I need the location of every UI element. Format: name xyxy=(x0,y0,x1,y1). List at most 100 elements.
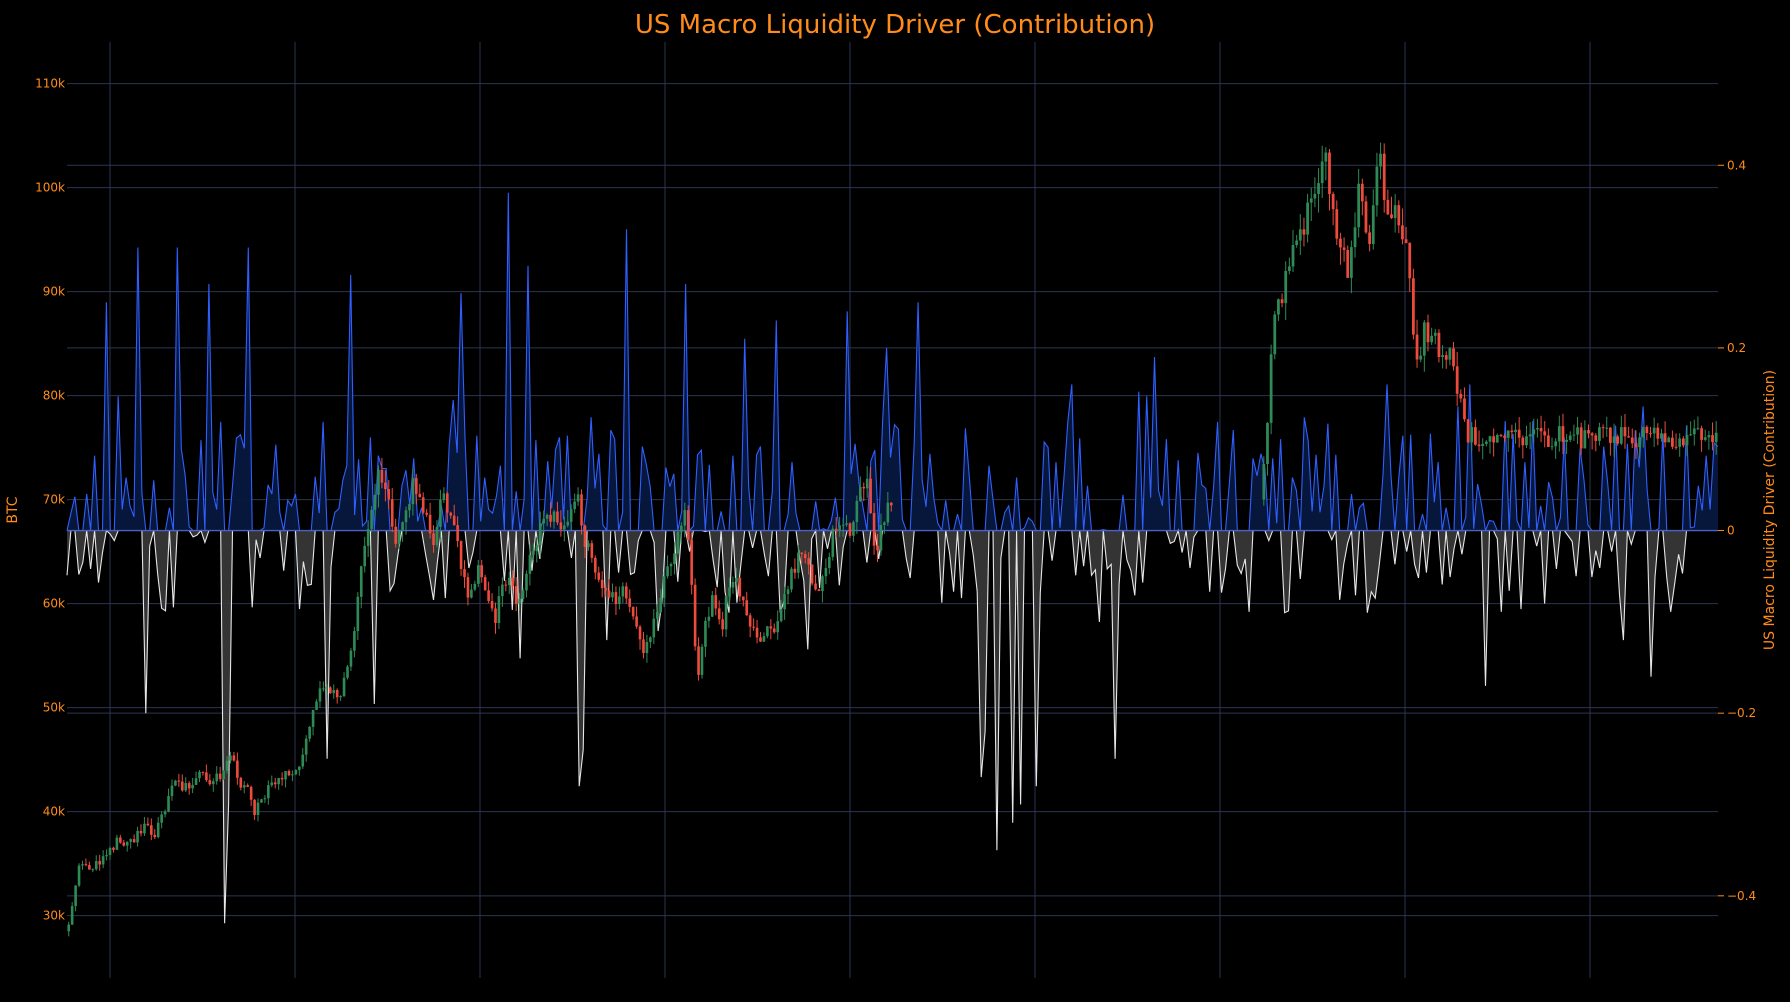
candle-down xyxy=(1681,438,1685,446)
candle-up xyxy=(1379,153,1382,167)
right-axis-title: US Macro Liquidity Driver (Contribution) xyxy=(1762,370,1778,650)
candle-down xyxy=(1408,242,1412,279)
candle-down xyxy=(273,782,277,785)
candle-down xyxy=(1649,433,1652,435)
candle-down xyxy=(232,755,236,761)
candle-up xyxy=(1689,434,1693,436)
candle-down xyxy=(583,525,587,547)
candle-down xyxy=(1474,427,1477,445)
candle-up xyxy=(77,865,81,886)
candle-down xyxy=(390,499,394,527)
candle-up xyxy=(1514,429,1517,433)
candle-up xyxy=(1576,427,1579,435)
left-tick-label: 90k xyxy=(43,285,65,299)
candle-down xyxy=(380,469,384,483)
candle-down xyxy=(549,514,552,522)
candle-up xyxy=(304,738,308,755)
candle-up xyxy=(377,469,380,495)
candle-up xyxy=(373,494,377,510)
candle-down xyxy=(490,600,494,609)
candle-down xyxy=(745,600,749,616)
candle-up xyxy=(401,522,404,531)
negative-area-line xyxy=(66,528,1718,924)
candle-down xyxy=(869,478,872,514)
candle-down xyxy=(1510,430,1514,433)
candle-up xyxy=(779,609,783,622)
candle-down xyxy=(449,512,453,516)
candle-up xyxy=(211,781,215,785)
candle-down xyxy=(686,510,690,541)
candle-down xyxy=(1452,348,1455,367)
candle-down xyxy=(150,825,153,835)
candle-up xyxy=(194,778,198,785)
candle-up xyxy=(1583,430,1587,449)
candle-up xyxy=(776,621,780,633)
candle-up xyxy=(497,596,501,623)
candle-down xyxy=(834,528,838,531)
candle-up xyxy=(532,551,535,555)
candle-down xyxy=(384,482,387,490)
candle-down xyxy=(208,780,212,785)
candle-up xyxy=(1470,427,1474,443)
candle-down xyxy=(236,760,239,778)
candle-up xyxy=(824,568,828,577)
candle-down xyxy=(1546,435,1550,447)
candle-down xyxy=(459,541,463,569)
candle-up xyxy=(1488,436,1492,442)
candle-up xyxy=(284,771,287,780)
candle-up xyxy=(1638,437,1641,448)
candle-up xyxy=(442,493,446,500)
candle-up xyxy=(435,526,439,546)
candle-down xyxy=(748,615,752,627)
candle-down xyxy=(246,785,249,787)
candle-down xyxy=(84,864,88,866)
candle-down xyxy=(876,545,879,551)
candle-down xyxy=(755,627,759,638)
left-tick-label: 80k xyxy=(43,389,65,403)
candle-up xyxy=(841,524,845,526)
candle-up xyxy=(291,774,294,776)
candle-up xyxy=(680,525,683,532)
candle-down xyxy=(814,583,817,590)
candle-down xyxy=(1594,435,1598,441)
candle-down xyxy=(1543,431,1547,436)
candle-up xyxy=(731,581,735,588)
candle-up xyxy=(397,530,401,544)
candle-down xyxy=(1608,427,1612,443)
candle-up xyxy=(322,688,325,690)
left-tick-label: 30k xyxy=(43,909,65,923)
candle-up xyxy=(1685,435,1689,446)
candle-up xyxy=(408,504,411,511)
candle-down xyxy=(1339,238,1342,248)
candle-down xyxy=(1360,183,1364,202)
candle-up xyxy=(108,847,112,856)
candle-up xyxy=(1262,464,1266,500)
candle-up xyxy=(339,696,342,698)
candle-up xyxy=(766,626,769,637)
negative-contribution-area xyxy=(66,528,1718,924)
candle-up xyxy=(1703,437,1707,440)
candle-down xyxy=(741,596,745,601)
candle-up xyxy=(573,501,576,510)
candle-up xyxy=(1357,183,1361,228)
candle-down xyxy=(590,543,594,558)
candle-down xyxy=(1331,193,1335,210)
candle-up xyxy=(404,510,408,523)
candle-down xyxy=(1674,446,1678,448)
candle-up xyxy=(1353,227,1357,248)
candle-up xyxy=(1550,446,1554,448)
candle-up xyxy=(790,568,793,590)
candle-up xyxy=(1532,429,1536,435)
candle-down xyxy=(717,608,721,620)
candle-up xyxy=(129,839,132,842)
candle-up xyxy=(707,616,711,621)
candle-down xyxy=(1444,355,1448,360)
candle-down xyxy=(759,637,762,642)
candle-up xyxy=(1295,240,1299,246)
candle-up xyxy=(645,642,649,654)
candle-down xyxy=(752,626,755,628)
candle-down xyxy=(1415,334,1419,360)
candle-down xyxy=(504,584,508,586)
candle-down xyxy=(1539,428,1543,432)
candle-up xyxy=(225,760,229,771)
